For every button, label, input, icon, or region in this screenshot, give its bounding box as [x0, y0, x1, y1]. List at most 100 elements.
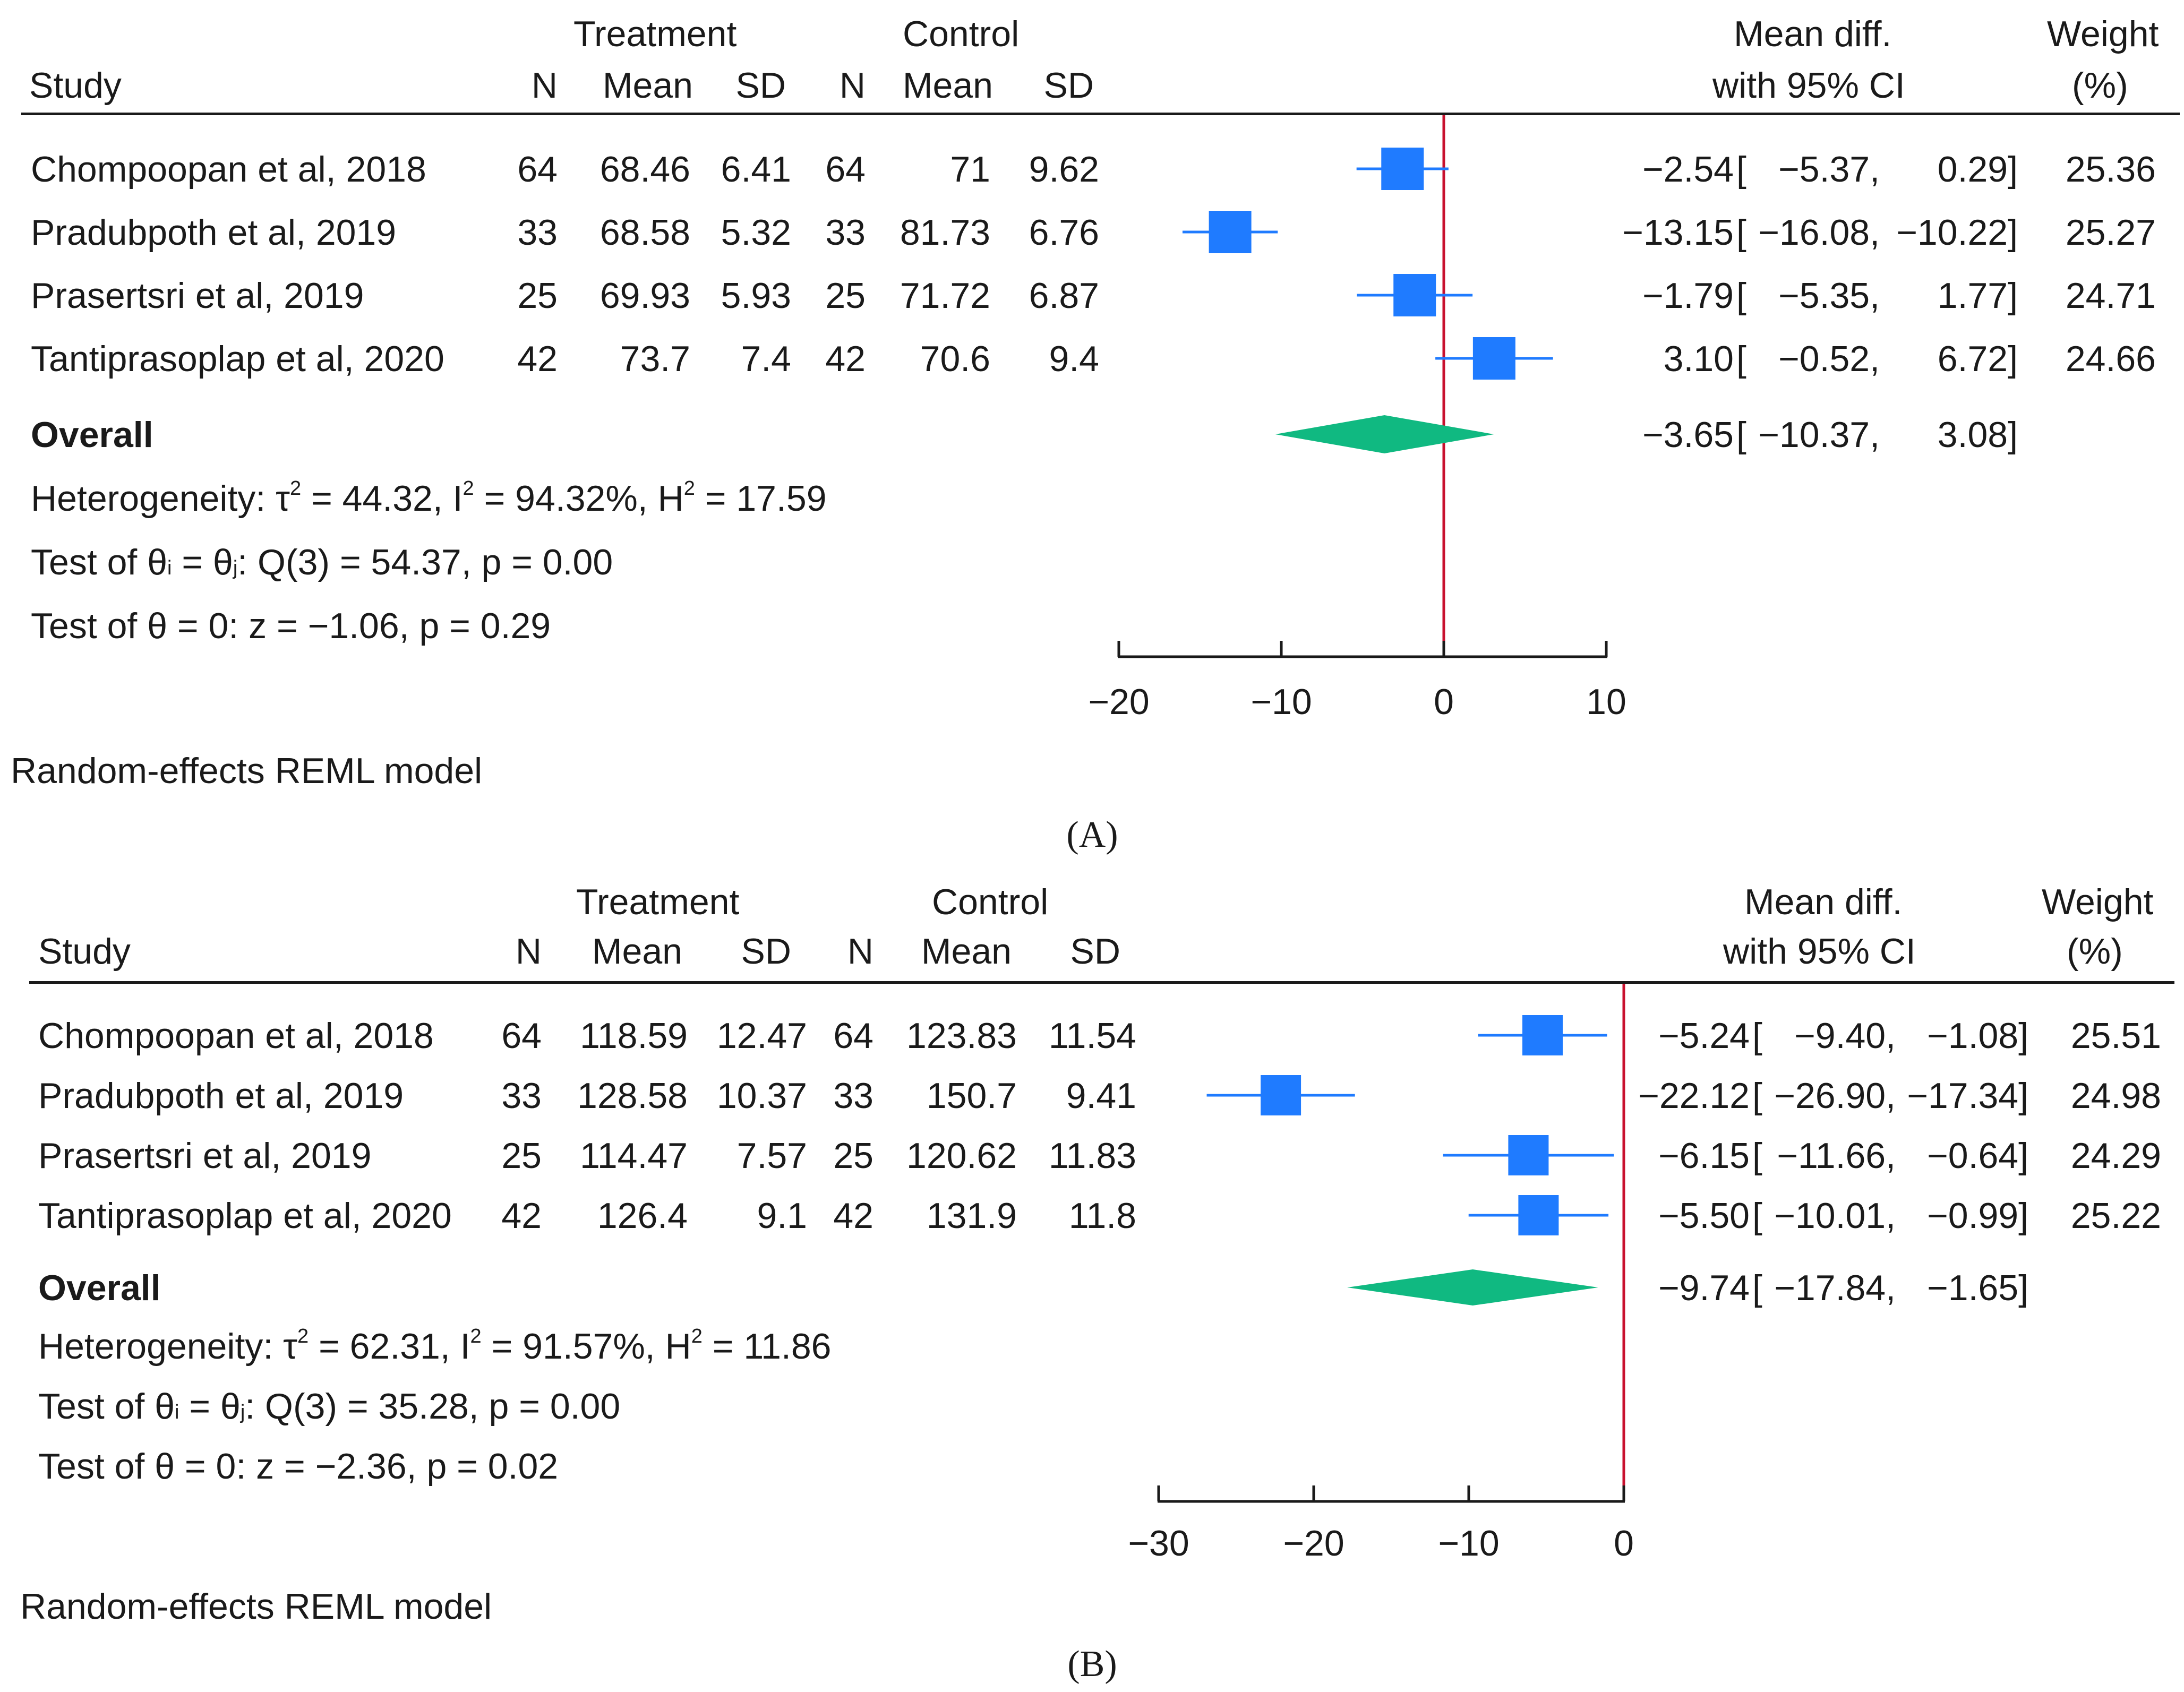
header-rule — [29, 981, 2174, 984]
tau2-value: = 62.31, I — [319, 1326, 470, 1367]
treatment-n: 42 — [517, 339, 558, 379]
test-z-line: Test of θ = 0: z = −2.36, p = 0.02 — [38, 1446, 559, 1487]
ci-upper: 6.72] — [1937, 339, 2018, 379]
forest-plot-area-a: −20 −10 0 10 — [1088, 115, 1626, 722]
panel-caption: (B) — [1067, 1644, 1117, 1685]
ci-upper: −1.08] — [1927, 1016, 2028, 1056]
control-mean: 71.72 — [900, 276, 990, 316]
treatment-sd: 6.41 — [721, 149, 791, 190]
x-tick-label: −30 — [1128, 1523, 1189, 1564]
control-mean: 120.62 — [906, 1136, 1017, 1176]
ci-lower: −0.52, — [1778, 339, 1880, 379]
control-n: 64 — [825, 149, 866, 190]
weight-value: 24.71 — [2065, 276, 2156, 316]
treatment-n: 42 — [501, 1196, 542, 1236]
weight-value: 25.27 — [2065, 212, 2156, 253]
weight-header-line2: (%) — [2067, 931, 2123, 972]
study-name: Prasertsri et al, 2019 — [38, 1136, 372, 1176]
test-q-eq: = θ — [179, 1386, 241, 1427]
control-sd-header: SD — [1043, 65, 1094, 106]
ci-upper: 0.29] — [1937, 149, 2018, 190]
treatment-sd-header: SD — [735, 65, 786, 106]
overall-ci-lower: −10.37, — [1758, 415, 1880, 455]
study-estimate-square — [1522, 1015, 1563, 1055]
control-n: 25 — [825, 276, 866, 316]
h2-value: = 17.59 — [705, 478, 827, 519]
superscript-2: 2 — [691, 1325, 703, 1347]
x-tick-label: −10 — [1438, 1523, 1499, 1564]
heterogeneity-prefix: Heterogeneity: τ — [31, 478, 290, 519]
treatment-mean: 68.46 — [599, 149, 690, 190]
study-estimate-square — [1393, 274, 1436, 316]
weight-value: 24.66 — [2065, 339, 2156, 379]
superscript-2: 2 — [297, 1325, 309, 1347]
overall-diamond — [1347, 1269, 1598, 1305]
control-mean: 150.7 — [926, 1076, 1017, 1116]
control-mean: 70.6 — [920, 339, 990, 379]
effect-estimate: 3.10 — [1663, 339, 1734, 379]
treatment-sd: 9.1 — [757, 1196, 807, 1236]
overall-ci-upper: −1.65] — [1927, 1268, 2028, 1308]
control-sd: 11.83 — [1048, 1136, 1136, 1176]
effect-estimate: −1.79 — [1642, 276, 1734, 316]
treatment-n: 64 — [517, 149, 558, 190]
control-sd: 11.54 — [1048, 1016, 1136, 1056]
study-estimate-square — [1472, 337, 1515, 380]
control-n: 33 — [825, 212, 866, 253]
ci-lower: −26.90, — [1774, 1076, 1896, 1116]
test-q-line: Test of θi = θj: Q(3) = 54.37, p = 0.00 — [31, 544, 613, 580]
treatment-n: 64 — [501, 1016, 542, 1056]
overall-ci-upper: 3.08] — [1937, 415, 2018, 455]
subscript-i: i — [175, 1401, 179, 1423]
treatment-header: Treatment — [576, 882, 740, 922]
forest-plot-b: Treatment Control Mean diff. Weight Stud… — [0, 871, 2184, 1688]
treatment-sd: 7.57 — [736, 1136, 807, 1176]
heterogeneity-prefix: Heterogeneity: τ — [38, 1326, 298, 1367]
treatment-mean: 114.47 — [580, 1136, 688, 1176]
control-mean: 123.83 — [906, 1016, 1017, 1056]
treatment-sd: 5.32 — [721, 212, 791, 253]
header-rule — [21, 113, 2180, 115]
test-q-eq: = θ — [172, 542, 233, 582]
treatment-mean-header: Mean — [592, 931, 682, 972]
effect-header-line2: with 95% CI — [1723, 931, 1916, 972]
test-q-rest: : Q(3) = 35.28, p = 0.00 — [245, 1386, 621, 1427]
treatment-sd: 12.47 — [716, 1016, 807, 1056]
i2-value: = 91.57%, H — [491, 1326, 691, 1367]
ci-open-bracket: [ — [1752, 1076, 1762, 1116]
weight-value: 25.51 — [2070, 1016, 2161, 1056]
ci-open-bracket: [ — [1752, 1136, 1762, 1176]
effect-header-line1: Mean diff. — [1734, 14, 1892, 54]
subscript-j: j — [240, 1401, 245, 1423]
study-name: Pradubpoth et al, 2019 — [38, 1076, 404, 1116]
model-note: Random-effects REML model — [20, 1586, 492, 1627]
control-sd: 9.41 — [1066, 1076, 1136, 1116]
study-estimate-square — [1381, 148, 1424, 190]
weight-value: 24.29 — [2070, 1136, 2161, 1176]
heterogeneity-line: Heterogeneity: τ2 = 62.31, I2 = 91.57%, … — [38, 1325, 831, 1367]
treatment-mean: 118.59 — [580, 1016, 688, 1056]
study-name: Prasertsri et al, 2019 — [31, 276, 364, 316]
effect-estimate: −2.54 — [1642, 149, 1734, 190]
effect-estimate: −5.50 — [1658, 1196, 1750, 1236]
ci-lower: −9.40, — [1794, 1016, 1896, 1056]
weight-value: 25.36 — [2065, 149, 2156, 190]
test-q-prefix: Test of θ — [38, 1386, 175, 1427]
treatment-mean: 128.58 — [577, 1076, 688, 1116]
model-note: Random-effects REML model — [11, 751, 483, 791]
forest-plot-a: Treatment Control Mean diff. Weight Stud… — [11, 14, 2180, 854]
control-mean: 131.9 — [926, 1196, 1017, 1236]
control-n-header: N — [847, 931, 873, 972]
subscript-i: i — [167, 557, 172, 579]
superscript-2: 2 — [463, 477, 474, 500]
ci-open-bracket: [ — [1752, 1016, 1762, 1056]
ci-lower: −10.01, — [1774, 1196, 1896, 1236]
treatment-n: 33 — [517, 212, 558, 253]
treatment-mean: 68.58 — [599, 212, 690, 253]
ci-upper: −17.34] — [1907, 1076, 2028, 1116]
control-header: Control — [932, 882, 1049, 922]
ci-lower: −5.35, — [1778, 276, 1880, 316]
ci-upper: −10.22] — [1896, 212, 2018, 253]
forest-plot-area-b: −30 −20 −10 0 — [1128, 984, 1634, 1564]
control-n: 64 — [833, 1016, 873, 1056]
